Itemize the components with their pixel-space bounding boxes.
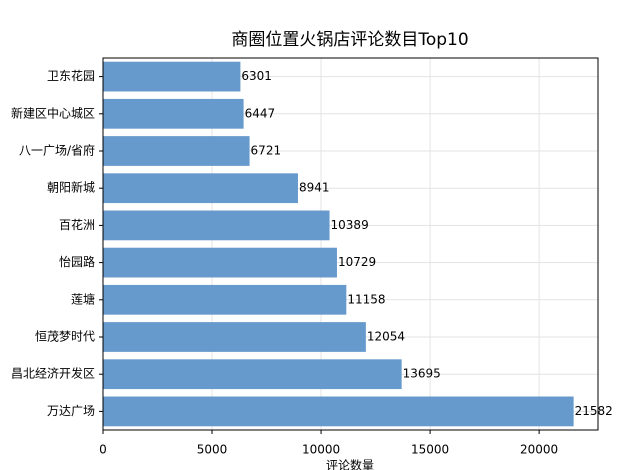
value-label: 13695 bbox=[403, 367, 441, 381]
y-tick-label: 恒茂梦时代 bbox=[35, 330, 95, 344]
bar bbox=[103, 61, 241, 92]
y-tick-label: 百花洲 bbox=[59, 217, 95, 232]
bar bbox=[103, 396, 574, 427]
value-label: 8941 bbox=[299, 181, 330, 195]
y-tick-label: 怡园路 bbox=[59, 254, 95, 269]
x-axis-label: 评论数量 bbox=[326, 458, 374, 470]
value-label: 6301 bbox=[241, 69, 272, 83]
value-label: 6447 bbox=[245, 106, 276, 120]
bar bbox=[103, 136, 250, 166]
plot-frame bbox=[102, 57, 599, 431]
y-tick-label: 昌北经济开发区 bbox=[11, 366, 95, 381]
x-tick-label: 15000 bbox=[411, 443, 449, 457]
bar bbox=[103, 284, 347, 315]
x-tick-label: 0 bbox=[99, 443, 107, 457]
x-tick-label: 20000 bbox=[520, 443, 558, 457]
bar bbox=[103, 210, 330, 241]
y-tick-label: 莲塘 bbox=[71, 291, 95, 306]
y-tick-label: 朝阳新城 bbox=[47, 180, 95, 195]
y-tick-label: 八一广场/省府 bbox=[19, 143, 95, 158]
bar bbox=[103, 359, 402, 390]
bar bbox=[103, 322, 366, 352]
value-label: 12054 bbox=[367, 330, 405, 344]
chart-title: 商圈位置火锅店评论数目Top10 bbox=[231, 30, 468, 50]
value-label: 6721 bbox=[251, 144, 282, 158]
bar bbox=[103, 247, 337, 278]
value-label: 10389 bbox=[331, 218, 369, 232]
y-tick-label: 卫东花园 bbox=[47, 68, 95, 83]
y-tick-label: 万达广场 bbox=[47, 404, 95, 418]
value-label: 11158 bbox=[347, 292, 385, 306]
value-label: 21582 bbox=[575, 404, 613, 418]
x-tick-label: 5000 bbox=[197, 443, 228, 457]
x-tick-label: 10000 bbox=[302, 443, 340, 457]
value-label: 10729 bbox=[338, 255, 376, 269]
bar bbox=[103, 98, 244, 129]
y-tick-label: 新建区中心城区 bbox=[11, 105, 95, 120]
bar bbox=[103, 173, 298, 204]
